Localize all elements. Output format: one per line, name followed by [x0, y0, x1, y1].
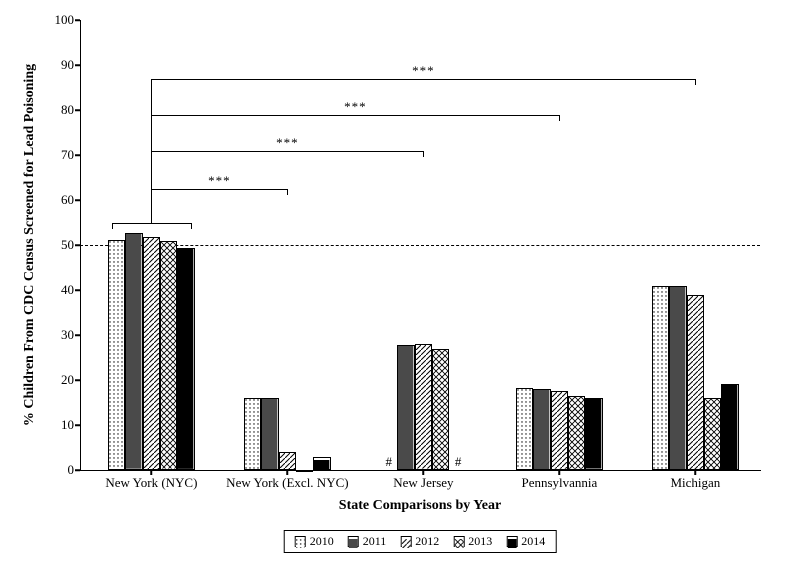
sig-source-stub-drop [191, 223, 192, 229]
legend-label: 2013 [468, 534, 492, 549]
sig-riser [151, 79, 152, 115]
y-tick-mark [75, 199, 80, 201]
y-tick-mark [75, 334, 80, 336]
legend-label: 2011 [363, 534, 387, 549]
sig-bracket-drop [423, 151, 424, 157]
y-tick-mark [75, 289, 80, 291]
y-tick-label: 60 [44, 192, 74, 208]
bar [177, 248, 194, 470]
bar [143, 237, 160, 470]
legend-item: 2014 [506, 534, 545, 549]
sig-bracket [151, 79, 695, 80]
y-tick-label: 10 [44, 417, 74, 433]
legend: 2010 2011 2012 2013 2014 [284, 530, 557, 553]
x-axis-title: State Comparisons by Year [339, 498, 501, 514]
legend-item: 2012 [400, 534, 439, 549]
bar [533, 389, 550, 470]
missing-marker: # [455, 454, 462, 470]
bar [721, 384, 738, 470]
legend-label: 2014 [521, 534, 545, 549]
bar [652, 286, 669, 471]
bar [669, 286, 686, 471]
y-tick-label: 0 [44, 462, 74, 478]
y-tick-label: 50 [44, 237, 74, 253]
legend-swatch [348, 536, 359, 547]
y-tick-mark [75, 19, 80, 21]
sig-bracket-drop [695, 79, 696, 85]
y-tick-mark [75, 469, 80, 471]
sig-riser [151, 151, 152, 189]
bar [397, 345, 414, 470]
sig-bracket [151, 151, 423, 152]
y-tick-mark [75, 154, 80, 156]
y-tick-mark [75, 64, 80, 66]
bar [296, 470, 313, 472]
sig-label: *** [344, 99, 367, 115]
x-tick-label: New York (NYC) [105, 475, 197, 491]
y-tick-label: 70 [44, 147, 74, 163]
y-tick-label: 40 [44, 282, 74, 298]
bar [279, 452, 296, 470]
sig-source-stub [112, 223, 192, 224]
sig-label: *** [276, 135, 299, 151]
y-tick-label: 30 [44, 327, 74, 343]
bar [568, 396, 585, 470]
y-tick-label: 90 [44, 57, 74, 73]
legend-label: 2012 [415, 534, 439, 549]
legend-label: 2010 [310, 534, 334, 549]
legend-item: 2013 [453, 534, 492, 549]
y-tick-mark [75, 379, 80, 381]
sig-label: *** [412, 63, 435, 79]
bar [108, 240, 125, 470]
sig-bracket-drop [287, 189, 288, 195]
y-axis-title: % Children From CDC Census Screened for … [22, 64, 38, 426]
bar [551, 391, 568, 470]
sig-bracket [151, 115, 559, 116]
bar [160, 241, 177, 470]
missing-marker: # [385, 454, 392, 470]
bar [125, 233, 142, 470]
x-tick-label: Pennsylvannia [521, 475, 597, 491]
reference-line [80, 245, 760, 246]
bar [585, 398, 602, 470]
sig-label: *** [208, 173, 231, 189]
bar [516, 388, 533, 470]
x-tick-label: Michigan [670, 475, 720, 491]
x-tick-label: New Jersey [393, 475, 453, 491]
sig-source-stub-drop [112, 223, 113, 229]
sig-bracket [151, 189, 287, 190]
legend-item: 2010 [295, 534, 334, 549]
bar [244, 398, 261, 470]
y-tick-mark [75, 424, 80, 426]
x-tick-label: New York (Excl. NYC) [226, 475, 348, 491]
legend-swatch [295, 536, 306, 547]
y-tick-label: 100 [44, 12, 74, 28]
sig-bracket-drop [559, 115, 560, 121]
figure: % Children From CDC Census Screened for … [0, 0, 800, 577]
legend-swatch [400, 536, 411, 547]
legend-item: 2011 [348, 534, 387, 549]
legend-swatch [506, 536, 517, 547]
sig-riser [151, 189, 152, 223]
legend-swatch [453, 536, 464, 547]
y-tick-label: 80 [44, 102, 74, 118]
bar [261, 398, 278, 470]
y-tick-label: 20 [44, 372, 74, 388]
y-tick-mark [75, 109, 80, 111]
bar [704, 398, 721, 470]
bar [432, 349, 449, 471]
bar [415, 344, 432, 470]
sig-riser [151, 115, 152, 151]
bar [313, 457, 330, 470]
bar [687, 295, 704, 470]
